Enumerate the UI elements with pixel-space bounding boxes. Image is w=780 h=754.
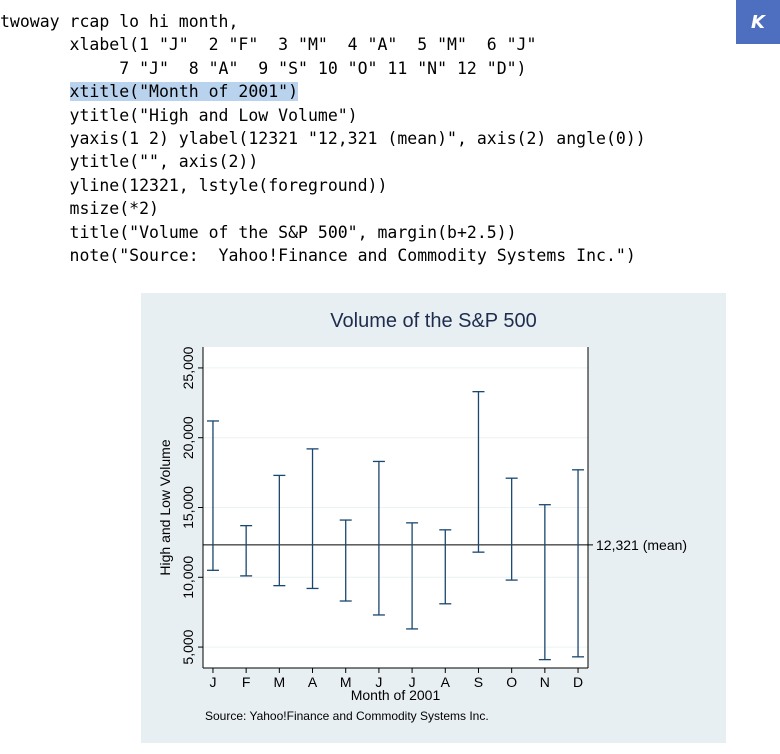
x-tick-label: J <box>209 674 216 690</box>
highlighted-code: xtitle("Month of 2001") <box>69 82 299 102</box>
chart-svg: 5,000 10,000 15,000 20,000 25,000 High and Lo… <box>157 346 687 703</box>
chart-title: Volume of the S&P 500 <box>330 310 537 332</box>
chart-note: Source: Yahoo!Finance and Commodity Syst… <box>205 709 489 723</box>
k-badge: K <box>736 0 780 44</box>
code-listing: twoway rcap lo hi month, xlabel(1 "J" 2 … <box>0 10 646 267</box>
code-line: 7 "J" 8 "A" 9 "S" 10 "O" 11 "N" 12 "D") <box>0 58 527 78</box>
x-tick-label: N <box>540 674 550 690</box>
code-line: msize(*2) <box>0 199 159 219</box>
x-tick-label: M <box>340 674 352 690</box>
x-tick-label: F <box>242 674 251 690</box>
y-axis-title: High and Low Volume <box>157 439 173 575</box>
code-line: yline(12321, lstyle(foreground)) <box>0 175 388 195</box>
x-tick-label: A <box>441 674 451 690</box>
code-line: title("Volume of the S&P 500", margin(b+… <box>0 222 517 242</box>
code-line: ytitle("", axis(2)) <box>0 152 259 172</box>
x-tick-label: S <box>474 674 483 690</box>
code-line: ytitle("High and Low Volume") <box>0 105 358 125</box>
code-line: twoway rcap lo hi month, <box>0 12 239 31</box>
chart-figure: 5,000 10,000 15,000 20,000 25,000 High and Lo… <box>141 293 726 743</box>
mean-label: 12,321 (mean) <box>596 537 687 553</box>
y-tick-label: 25,000 <box>180 346 196 389</box>
y-tick-label: 15,000 <box>180 486 196 529</box>
x-axis-title: Month of 2001 <box>351 687 441 703</box>
code-line: xtitle("Month of 2001") <box>0 80 646 103</box>
x-tick-label: J <box>409 674 416 690</box>
x-tick-label: M <box>274 674 286 690</box>
x-tick-label: D <box>573 674 583 690</box>
code-line: note("Source: Yahoo!Finance and Commodit… <box>0 246 636 266</box>
y-tick-label: 10,000 <box>180 556 196 599</box>
x-tick-label: J <box>375 674 382 690</box>
code-line: xlabel(1 "J" 2 "F" 3 "M" 4 "A" 5 "M" 6 "… <box>0 35 537 55</box>
x-tick-label: A <box>308 674 318 690</box>
y-tick-label: 5,000 <box>180 629 196 664</box>
code-line: yaxis(1 2) ylabel(12321 "12,321 (mean)",… <box>0 129 646 149</box>
y-tick-label: 20,000 <box>180 416 196 459</box>
x-tick-label: O <box>506 674 517 690</box>
